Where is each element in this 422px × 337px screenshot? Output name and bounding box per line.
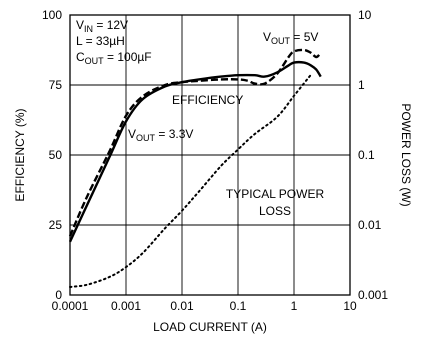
y-axis-left-label: EFFICIENCY (%): [13, 108, 27, 201]
y-left-tick-label: 0: [55, 288, 62, 302]
series-line-solid: [68, 61, 322, 243]
y-left-tick-label: 100: [42, 8, 62, 22]
typical-power-loss-label-line1: TYPICAL POWER: [226, 187, 325, 201]
y-left-tick-label: 75: [49, 78, 63, 92]
x-tick-label: 0.0001: [52, 299, 89, 313]
x-tick-label: 10: [343, 299, 357, 313]
typical-power-loss-label-line2: LOSS: [259, 204, 291, 218]
x-tick-label: 0.1: [230, 299, 247, 313]
condition-line: VIN = 12V: [76, 18, 128, 34]
y-right-tick-label: 10: [358, 8, 372, 22]
x-tick-label: 1: [291, 299, 298, 313]
x-tick-label: 0.001: [111, 299, 141, 313]
y-left-tick-label: 50: [49, 148, 63, 162]
y-left-tick-label: 25: [49, 218, 63, 232]
plot-frame: [69, 14, 351, 296]
x-tick-label: 0.01: [170, 299, 194, 313]
tick-labels: 0.0001 0.001 0.01 0.1 1 1002550751000.0010.01…: [42, 8, 388, 313]
series-line-dashed: [68, 48, 322, 237]
y-right-tick-label: 1: [358, 78, 365, 92]
y-right-tick-label: 0.01: [358, 218, 382, 232]
vout-5v-label: VOUT = 5V: [263, 30, 318, 46]
y-right-tick-label: 0.1: [358, 148, 375, 162]
efficiency-label: EFFICIENCY: [172, 93, 243, 107]
series-line-dotted: [69, 73, 312, 288]
series-layer: [68, 48, 322, 288]
condition-line: L = 33µH: [76, 34, 125, 48]
vout-3v3-label: VOUT = 3.3V: [128, 127, 193, 143]
condition-line: COUT = 100µF: [76, 50, 152, 66]
y-right-tick-label: 0.001: [358, 288, 388, 302]
y-axis-right-label: POWER LOSS (W): [399, 103, 413, 206]
x-axis-label: LOAD CURRENT (A): [153, 320, 267, 334]
